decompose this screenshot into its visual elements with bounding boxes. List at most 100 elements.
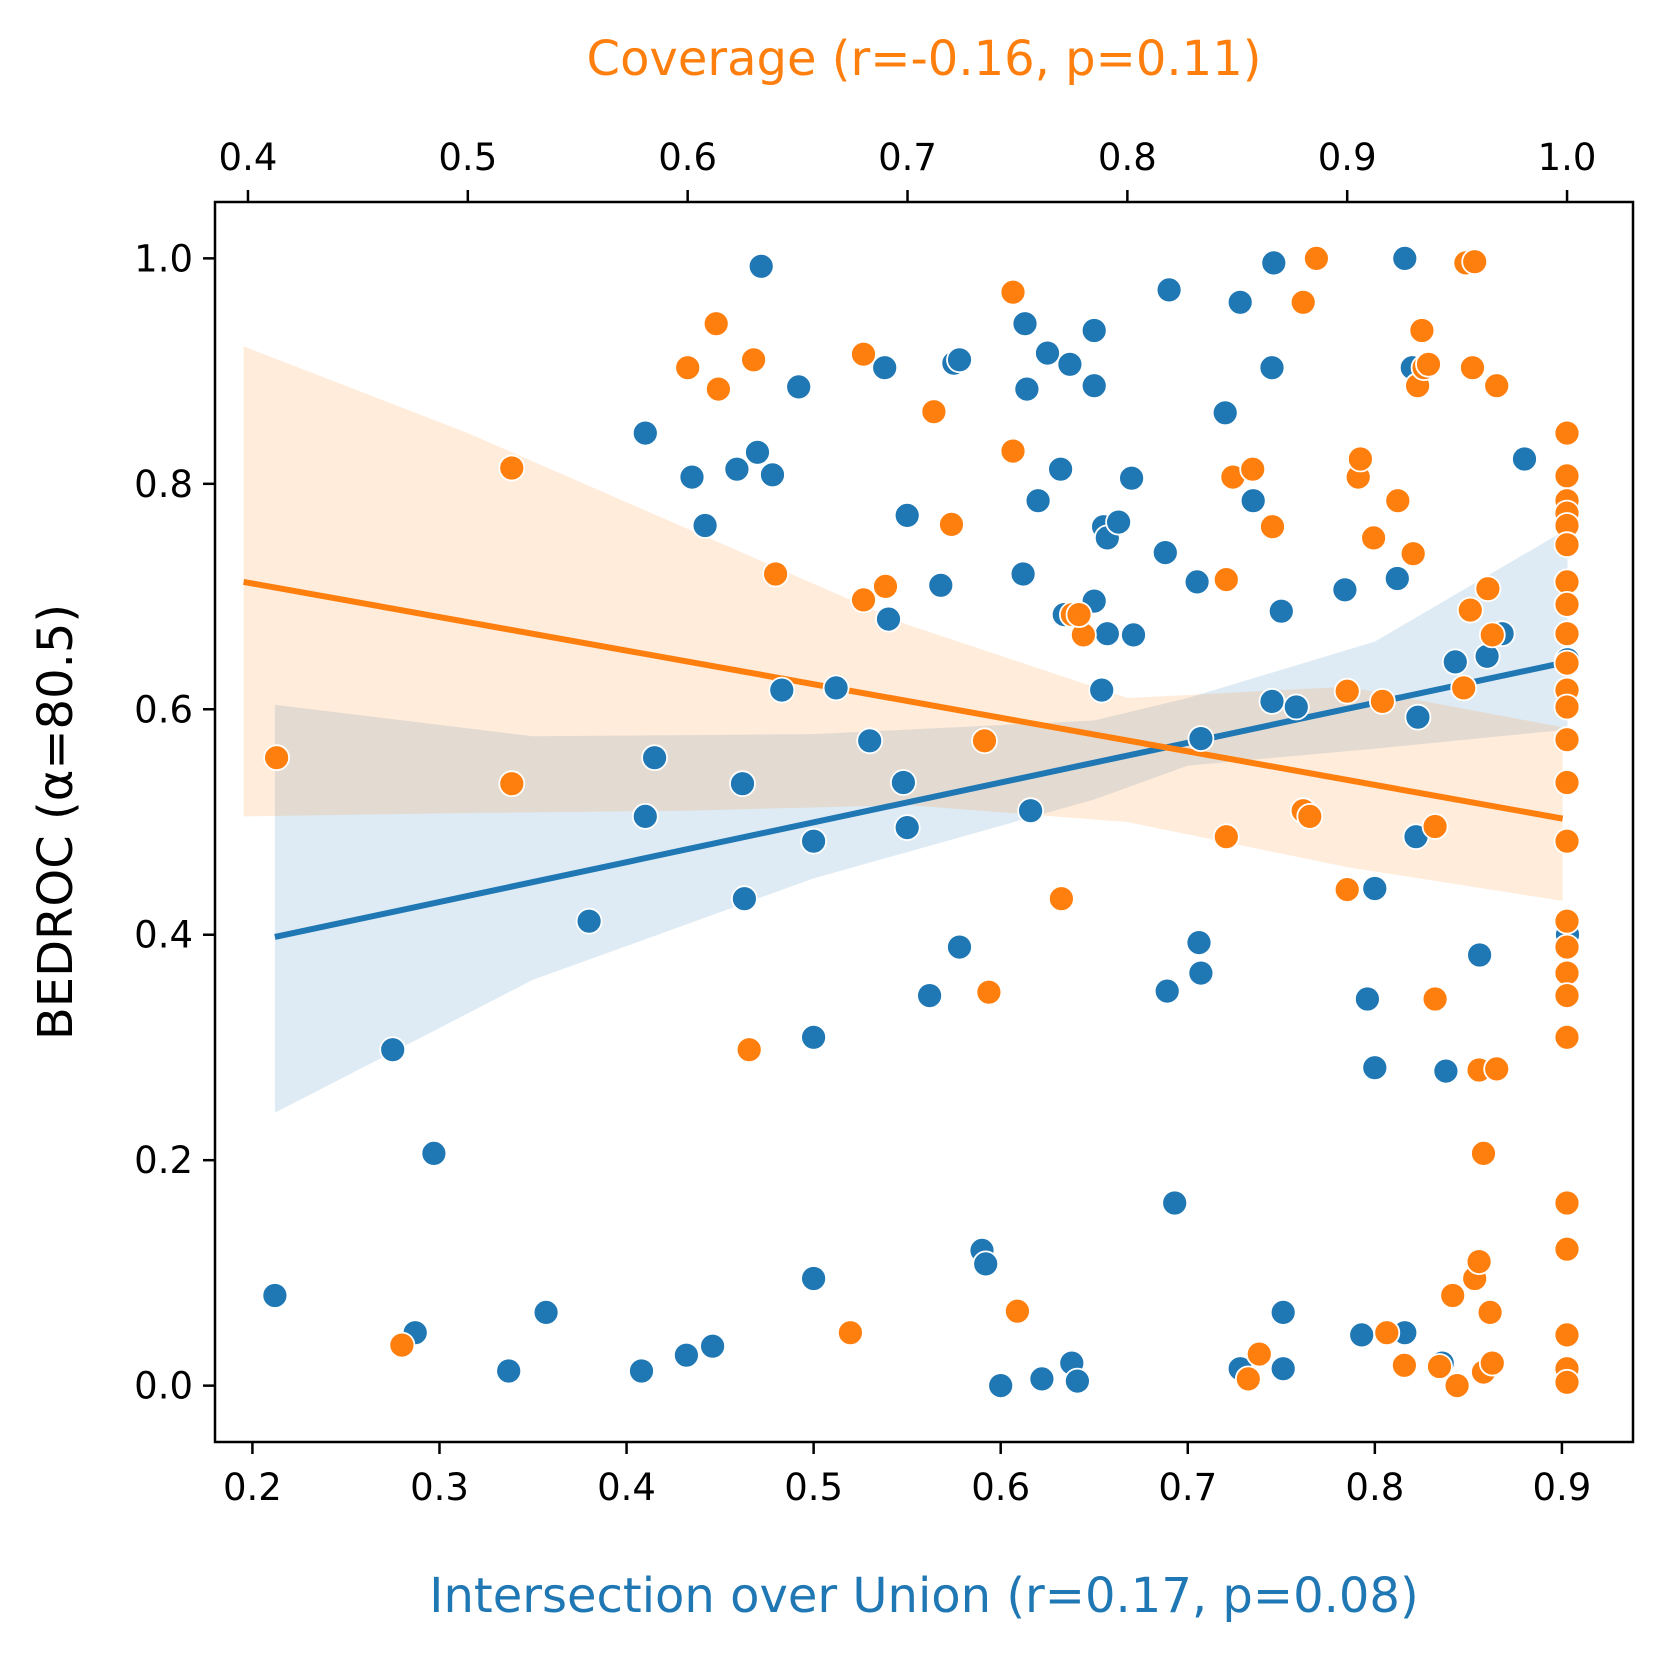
iou-data-point — [759, 461, 786, 489]
iou-data-point — [420, 1140, 448, 1167]
coverage-data-point — [1259, 513, 1286, 541]
iou-data-point — [1383, 565, 1411, 592]
iou-data-point — [1282, 693, 1310, 721]
iou-data-point — [1391, 244, 1419, 272]
iou-data-point — [1269, 1355, 1297, 1383]
coverage-data-point — [1483, 372, 1511, 400]
y-tick-label: 0.0 — [134, 1365, 193, 1408]
iou-data-point — [744, 438, 771, 466]
iou-data-point — [1009, 560, 1037, 588]
iou-data-point — [1118, 464, 1145, 492]
coverage-data-point — [1212, 566, 1240, 593]
coverage-data-point — [1333, 677, 1361, 705]
iou-data-point — [1354, 985, 1381, 1013]
iou-data-point — [628, 1357, 655, 1385]
coverage-data-point — [999, 278, 1027, 306]
iou-data-point — [1187, 959, 1215, 987]
coverage-data-point — [1553, 982, 1581, 1009]
coverage-data-point — [1553, 568, 1581, 596]
bottom-x-tick-label: 0.9 — [1532, 1466, 1591, 1509]
coverage-data-point — [1347, 445, 1374, 473]
coverage-data-point — [1459, 354, 1486, 382]
coverage-data-point — [872, 573, 899, 600]
iou-data-point — [1348, 1321, 1376, 1349]
bedroc-axis-title: BEDROC (α=80.5) — [28, 604, 84, 1040]
iou-data-point — [1151, 539, 1179, 566]
coverage-data-point — [1384, 487, 1412, 515]
iou-data-point — [678, 463, 706, 491]
iou-data-point — [1187, 725, 1215, 752]
iou-data-point — [1226, 288, 1254, 316]
coverage-data-point — [1461, 248, 1489, 276]
coverage-data-point — [1408, 317, 1436, 344]
coverage-data-point — [1048, 885, 1075, 913]
coverage-data-point — [1296, 803, 1324, 830]
coverage-data-point — [1004, 1297, 1031, 1325]
iou-axis-title: Intersection over Union (r=0.17, p=0.08) — [429, 1568, 1418, 1624]
iou-data-point — [1080, 372, 1108, 400]
coverage-data-point — [1470, 1140, 1497, 1167]
iou-data-point — [890, 769, 917, 796]
iou-data-point — [1441, 648, 1469, 676]
iou-data-point — [785, 373, 813, 401]
iou-data-point — [822, 674, 850, 702]
coverage-data-point — [498, 454, 526, 482]
iou-data-point — [916, 982, 943, 1009]
top-x-tick-label: 1.0 — [1538, 136, 1597, 179]
iou-data-point — [1155, 276, 1183, 304]
coverage-data-point — [1553, 693, 1581, 721]
iou-data-point — [1361, 1054, 1389, 1082]
coverage-data-point — [1553, 462, 1581, 490]
iou-data-point — [631, 419, 659, 447]
iou-data-point — [1028, 1365, 1056, 1393]
coverage-data-point — [1553, 1235, 1581, 1263]
iou-data-point — [1269, 1299, 1297, 1326]
coverage-data-point — [263, 744, 291, 772]
iou-data-point — [972, 1250, 1000, 1278]
coverage-data-point — [938, 511, 965, 538]
bottom-x-tick-label: 0.6 — [971, 1466, 1030, 1509]
iou-data-point — [1361, 875, 1389, 902]
iou-data-point — [729, 770, 756, 798]
iou-data-point — [946, 933, 973, 961]
top-x-tick-label: 0.5 — [438, 136, 497, 179]
iou-data-point — [927, 571, 955, 599]
coverage-data-point — [971, 727, 998, 755]
y-tick-label: 0.4 — [134, 914, 193, 957]
coverage-data-point — [1553, 1189, 1581, 1217]
iou-data-point — [575, 907, 603, 935]
top-x-tick-label: 0.4 — [219, 136, 278, 179]
iou-data-point — [1011, 310, 1039, 338]
y-tick-label: 0.6 — [134, 688, 193, 731]
iou-data-point — [1432, 1057, 1460, 1085]
coverage-data-point — [1212, 823, 1240, 851]
coverage-data-point — [1399, 540, 1427, 568]
iou-data-point — [747, 252, 775, 280]
coverage-data-point — [920, 398, 948, 426]
iou-data-point — [1088, 676, 1116, 704]
coverage-data-point — [1333, 876, 1361, 903]
coverage-data-point — [1553, 1368, 1581, 1396]
iou-data-point — [871, 354, 899, 382]
iou-data-point — [1331, 576, 1359, 604]
coverage-data-point — [1553, 531, 1581, 559]
iou-data-point — [1258, 354, 1286, 382]
iou-data-point — [1017, 797, 1044, 825]
top-x-tick-label: 0.6 — [658, 136, 717, 179]
iou-data-point — [495, 1357, 523, 1385]
coverage-data-point — [1439, 1282, 1467, 1309]
coverage-data-point — [1456, 596, 1484, 624]
iou-data-point — [946, 346, 973, 374]
coverage-data-point — [850, 586, 877, 614]
coverage-data-point — [705, 375, 732, 403]
coverage-data-point — [1474, 575, 1502, 603]
iou-regression-line — [274, 658, 1569, 940]
coverage-data-point — [1415, 350, 1442, 378]
coverage-data-point — [1443, 1372, 1471, 1399]
iou-data-point — [800, 827, 827, 855]
coverage-data-point — [1553, 726, 1581, 754]
iou-data-point — [1239, 487, 1267, 515]
coverage-data-point — [1245, 1340, 1273, 1368]
coverage-data-point — [702, 310, 730, 338]
iou-data-point — [1120, 621, 1147, 649]
